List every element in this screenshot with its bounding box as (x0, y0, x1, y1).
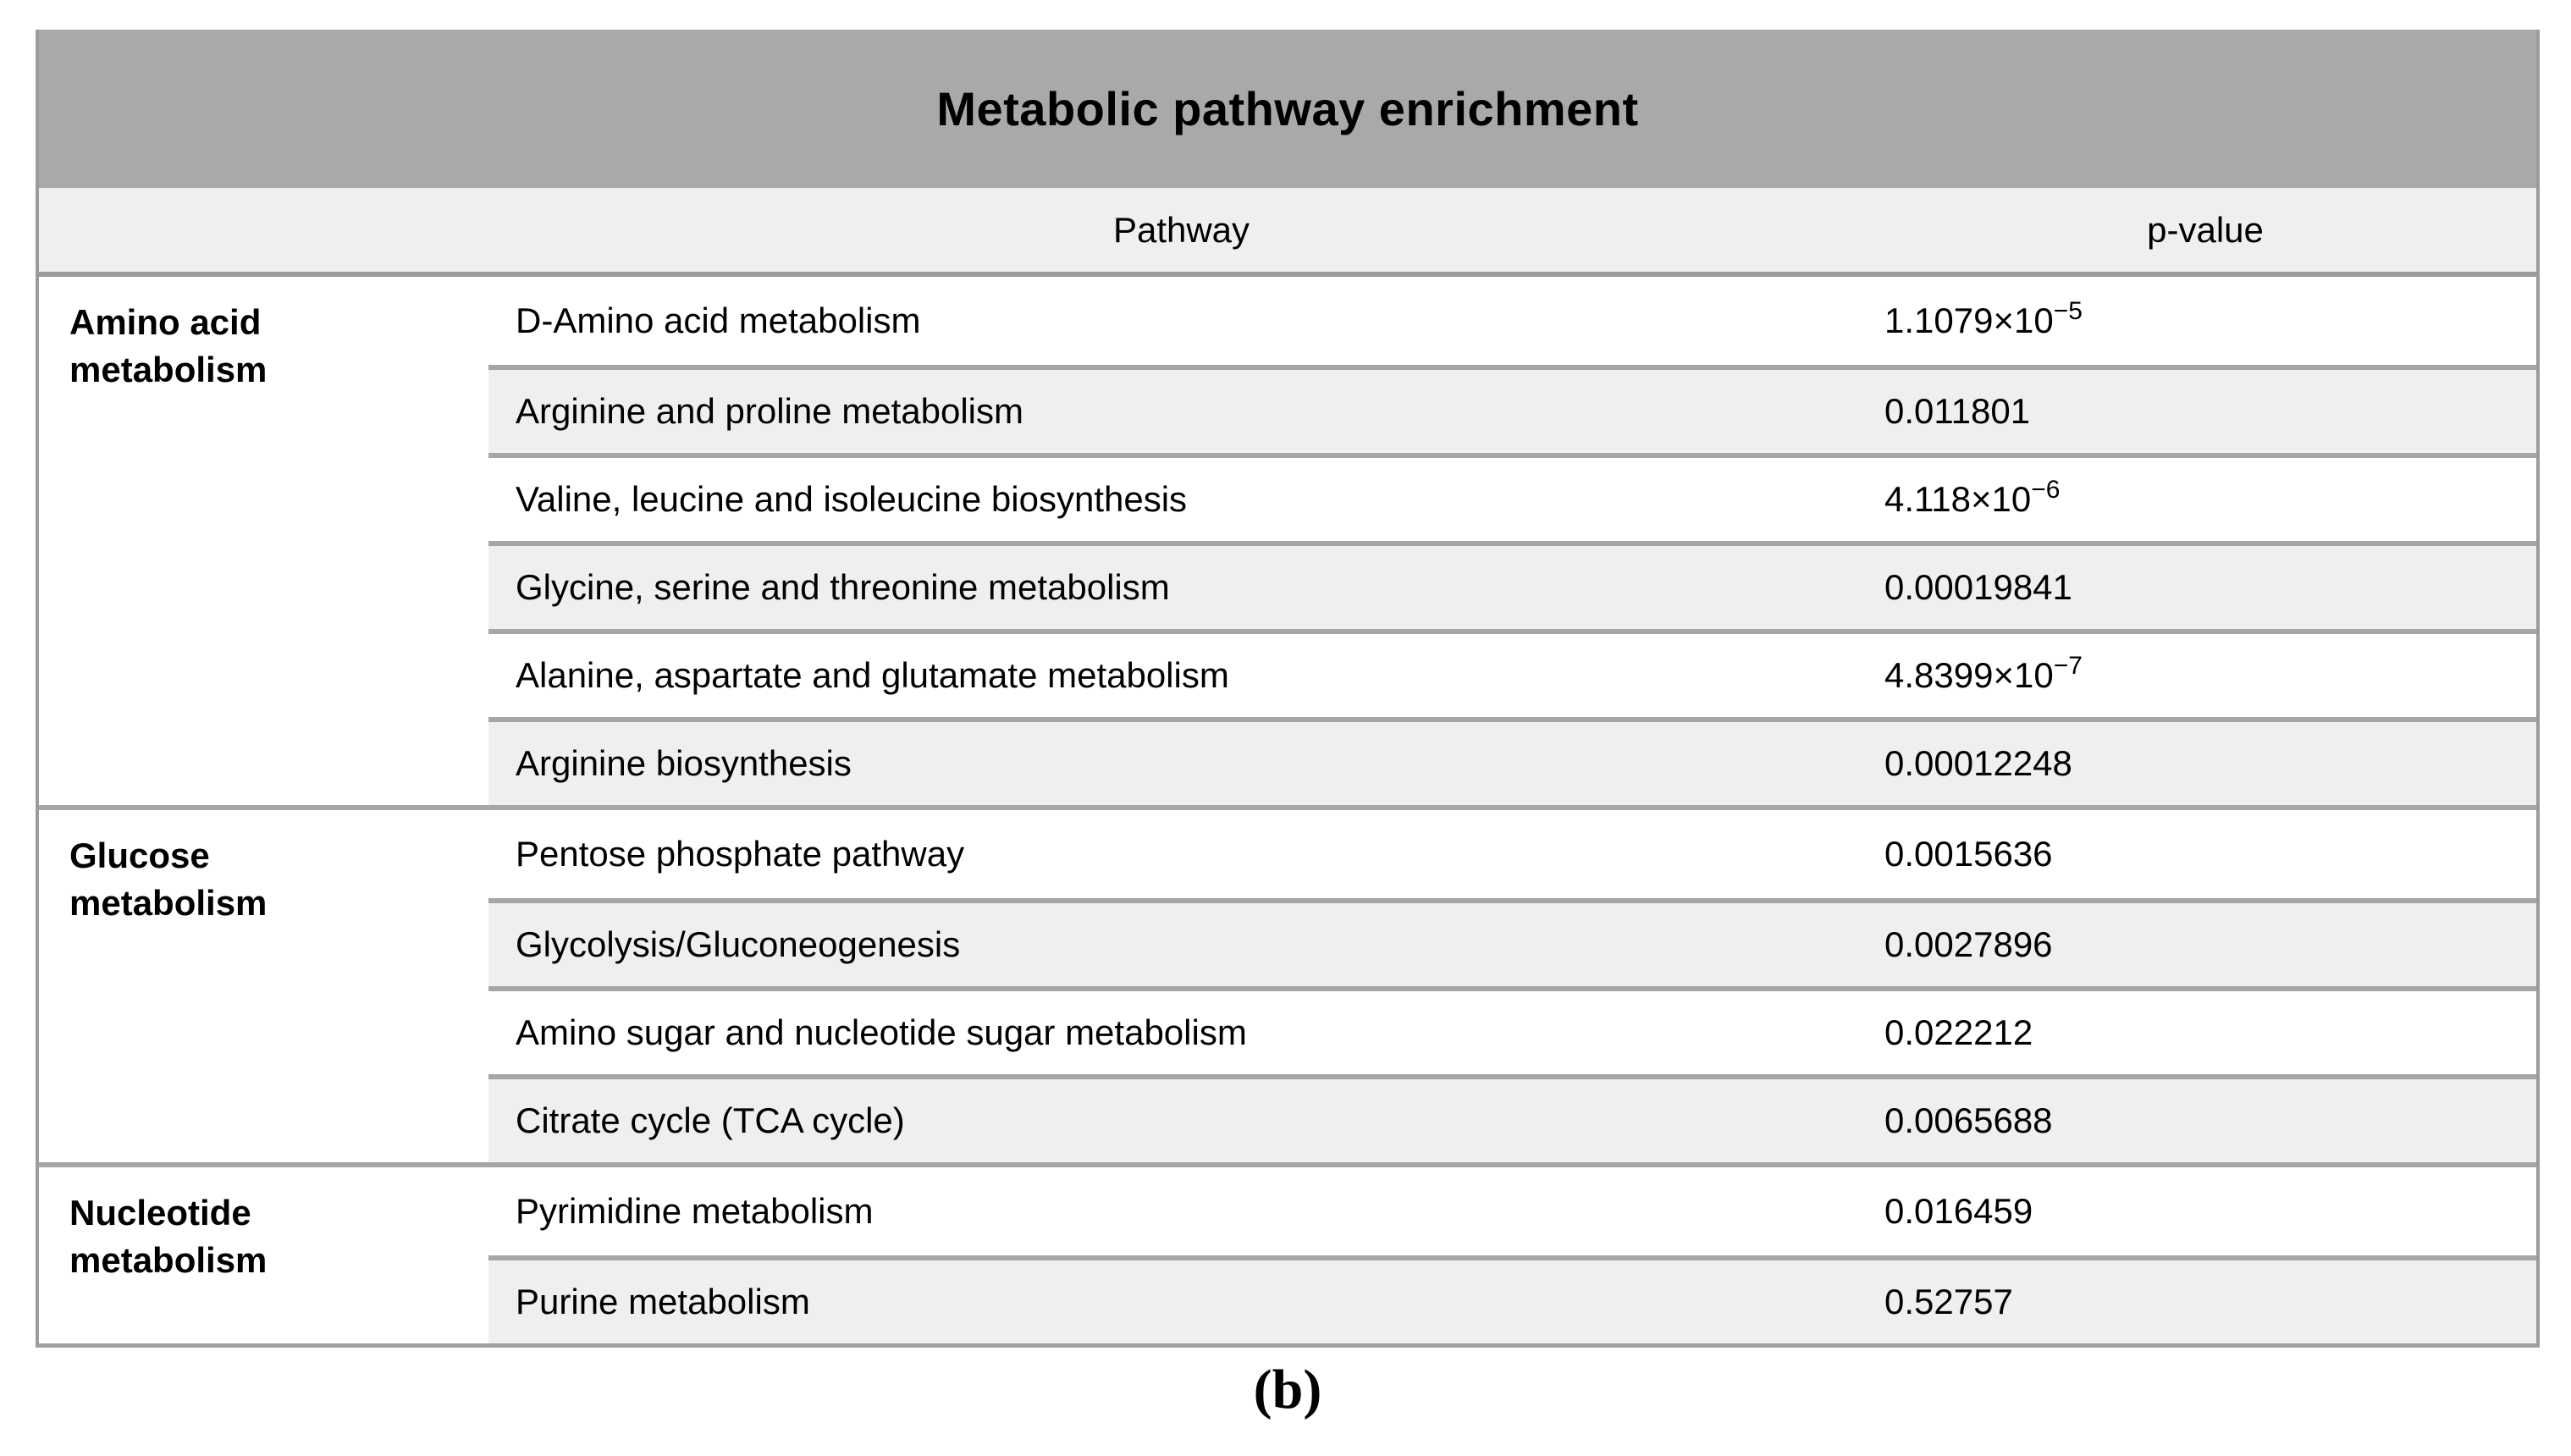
table-row: D-Amino acid metabolism 1.1079×10−5 (488, 277, 2536, 365)
pvalue-cell: 0.00019841 (1868, 567, 2536, 608)
pvalue-cell: 4.8399×10−7 (1868, 652, 2536, 696)
pvalue-text: 0.0065688 (1884, 1100, 2053, 1140)
table-row: Citrate cycle (TCA cycle) 0.0065688 (488, 1074, 2536, 1162)
table-section: Amino acid metabolism D-Amino acid metabo… (39, 277, 2536, 805)
pvalue-cell: 0.022212 (1868, 1012, 2536, 1053)
pathway-cell: Arginine and proline metabolism (516, 391, 1023, 431)
pvalue-text: 0.52757 (1884, 1282, 2013, 1321)
table-section: Nucleotide metabolism Pyrimidine metaboli… (39, 1162, 2536, 1343)
pvalue-text: 0.022212 (1884, 1012, 2033, 1052)
table-row: Amino sugar and nucleotide sugar metabol… (488, 986, 2536, 1074)
table-header-row: Pathway p-value (39, 188, 2536, 277)
pathway-cell: Citrate cycle (TCA cycle) (516, 1100, 905, 1140)
pvalue-cell: 0.52757 (1868, 1282, 2536, 1322)
pvalue-exponent: −5 (2053, 297, 2083, 325)
category-label: Nucleotide metabolism (69, 1193, 268, 1280)
column-header-pvalue: p-value (2147, 209, 2264, 250)
table-row: Pentose phosphate pathway 0.0015636 (488, 810, 2536, 898)
section-rows: Pentose phosphate pathway 0.0015636 Glycol… (488, 810, 2536, 1162)
table-sections: Amino acid metabolism D-Amino acid metabo… (39, 277, 2536, 1343)
category-cell: Amino acid metabolism (39, 277, 488, 805)
pvalue-cell: 0.00012248 (1868, 743, 2536, 784)
category-cell: Glucose metabolism (39, 810, 488, 1162)
pvalue-text: 0.016459 (1884, 1191, 2033, 1231)
pvalue-cell: 0.011801 (1868, 391, 2536, 432)
enrichment-table: Metabolic pathway enrichment Pathway p-v… (36, 30, 2540, 1348)
pvalue-text: 0.011801 (1884, 391, 2031, 431)
pvalue-cell: 0.0015636 (1868, 834, 2536, 874)
column-header-pathway: Pathway (1112, 209, 1250, 250)
pathway-cell: Glycolysis/Gluconeogenesis (516, 924, 961, 964)
pathway-cell: Pyrimidine metabolism (516, 1191, 874, 1231)
pvalue-text: 1.1079×10 (1884, 301, 2054, 340)
table-row: Glycine, serine and threonine metabolism… (488, 541, 2536, 629)
section-rows: Pyrimidine metabolism 0.016459 Purine meta… (488, 1167, 2536, 1343)
pvalue-exponent: −7 (2053, 652, 2083, 680)
table-row: Arginine and proline metabolism 0.011801 (488, 365, 2536, 453)
pathway-cell: Alanine, aspartate and glutamate metabol… (516, 655, 1229, 695)
pathway-cell: D-Amino acid metabolism (516, 301, 921, 340)
table-row: Alanine, aspartate and glutamate metabol… (488, 629, 2536, 717)
pvalue-cell: 4.118×10−6 (1868, 476, 2536, 520)
pvalue-cell: 1.1079×10−5 (1868, 297, 2536, 341)
table-title: Metabolic pathway enrichment (936, 82, 1639, 135)
pvalue-text: 0.00019841 (1884, 567, 2072, 607)
table-row: Glycolysis/Gluconeogenesis 0.0027896 (488, 898, 2536, 986)
table-row: Pyrimidine metabolism 0.016459 (488, 1167, 2536, 1255)
header-category-spacer (39, 188, 488, 272)
pvalue-cell: 0.016459 (1868, 1191, 2536, 1232)
table-title-bar: Metabolic pathway enrichment (39, 30, 2536, 188)
category-label: Amino acid metabolism (69, 302, 268, 389)
pvalue-text: 4.8399×10 (1884, 655, 2054, 695)
pathway-cell: Arginine biosynthesis (516, 743, 852, 783)
pathway-cell: Pentose phosphate pathway (516, 834, 965, 874)
table-section: Glucose metabolism Pentose phosphate path… (39, 805, 2536, 1162)
table-row: Valine, leucine and isoleucine biosynthe… (488, 453, 2536, 541)
pvalue-cell: 0.0065688 (1868, 1100, 2536, 1141)
pvalue-exponent: −6 (2031, 476, 2061, 504)
pvalue-text: 0.0027896 (1884, 924, 2053, 964)
pvalue-text: 0.0015636 (1884, 834, 2053, 874)
pvalue-cell: 0.0027896 (1868, 924, 2536, 965)
pathway-cell: Amino sugar and nucleotide sugar metabol… (516, 1012, 1247, 1052)
section-rows: D-Amino acid metabolism 1.1079×10−5 Argini… (488, 277, 2536, 805)
table-row: Purine metabolism 0.52757 (488, 1255, 2536, 1343)
figure-caption: (b) (1253, 1359, 1322, 1420)
category-label: Glucose metabolism (69, 836, 268, 923)
category-cell: Nucleotide metabolism (39, 1167, 488, 1343)
table-row: Arginine biosynthesis 0.00012248 (488, 717, 2536, 805)
pvalue-text: 4.118×10 (1884, 479, 2032, 519)
pathway-cell: Valine, leucine and isoleucine biosynthe… (516, 479, 1188, 519)
pvalue-text: 0.00012248 (1884, 743, 2072, 783)
pathway-cell: Glycine, serine and threonine metabolism (516, 567, 1170, 607)
pathway-cell: Purine metabolism (516, 1282, 810, 1321)
